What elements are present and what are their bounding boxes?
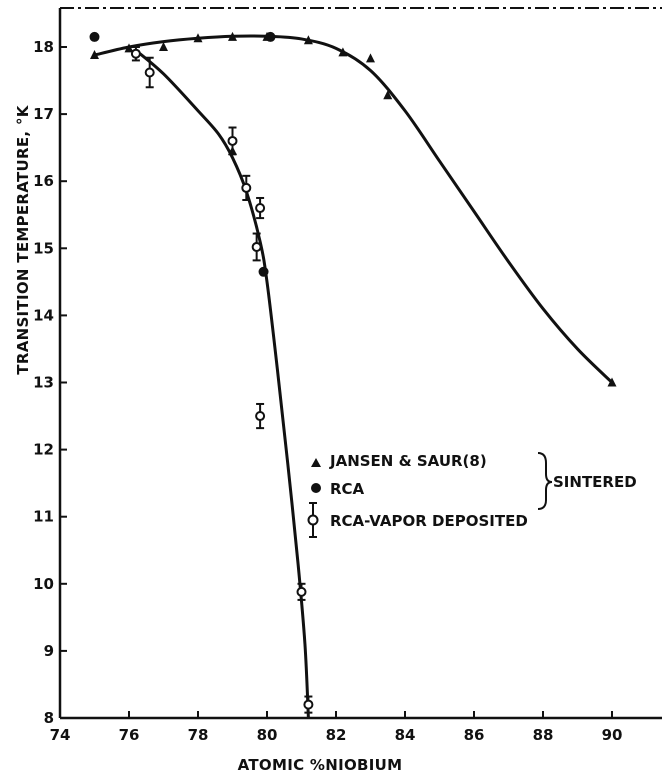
legend-label-jansen-saur: JANSEN & SAUR(8): [329, 452, 487, 470]
legend-group-label: SINTERED: [553, 473, 637, 491]
legend-item-rca: RCA: [311, 480, 365, 498]
x-tick-label: 86: [464, 726, 485, 744]
legend-brace: [537, 452, 553, 510]
triangle-point: [303, 35, 313, 45]
triangle-point: [607, 377, 617, 387]
open-circle-point: [251, 241, 262, 252]
open-circle-point: [296, 586, 307, 597]
x-axis-title: ATOMIC %NIOBIUM: [238, 756, 403, 774]
legend-triangle-marker: [311, 458, 321, 467]
x-tick-label: 88: [533, 726, 554, 744]
y-tick-label: 16: [33, 172, 54, 190]
triangle-point: [90, 50, 99, 60]
x-tick-label: 90: [602, 726, 623, 744]
y-tick-label: 14: [33, 306, 54, 324]
fit-curves: [94, 34, 614, 719]
x-tick-label: 80: [257, 726, 278, 744]
jansen-saur-fit-curve: [94, 34, 614, 384]
filled-circle-point: [89, 31, 100, 42]
triangle-point: [366, 53, 375, 63]
y-tick-label: 15: [33, 239, 54, 257]
y-tick-label: 13: [33, 374, 54, 392]
triangle-point: [193, 33, 203, 43]
y-tick-label: 9: [44, 642, 54, 660]
y-axis: 8 9 10 11 12 13 14 15 16 17 18: [33, 38, 67, 727]
triangle-point: [228, 31, 237, 41]
triangle-point: [124, 43, 134, 53]
legend-item-jansen-saur: JANSEN & SAUR(8): [311, 452, 487, 470]
y-tick-label: 12: [33, 441, 54, 459]
x-axis: 74 76 78 80 82 84 86 88 90: [50, 711, 623, 744]
open-circle-point: [241, 182, 252, 193]
filled-circle-point: [258, 266, 269, 277]
x-tick-label: 76: [119, 726, 140, 744]
filled-circle-point: [265, 31, 276, 42]
x-tick-label: 82: [326, 726, 347, 744]
y-tick-label: 11: [33, 508, 54, 526]
legend-label-rca-vapor: RCA-VAPOR DEPOSITED: [330, 512, 528, 530]
legend-open-circle-marker: [307, 514, 319, 526]
x-tick-label: 84: [395, 726, 416, 744]
triangle-point: [159, 42, 168, 51]
legend-label-rca: RCA: [330, 480, 365, 498]
triangle-point: [338, 47, 348, 57]
legend-filled-circle-marker: [311, 483, 321, 493]
data-points: [89, 31, 617, 714]
y-tick-label: 10: [33, 575, 54, 593]
open-circle-point: [227, 135, 238, 146]
open-circle-point: [255, 203, 266, 214]
open-circle-point: [303, 699, 314, 710]
legend-item-rca-vapor: RCA-VAPOR DEPOSITED: [307, 502, 528, 538]
y-tick-label: 8: [44, 709, 54, 727]
y-tick-label: 18: [33, 38, 54, 56]
legend: JANSEN & SAUR(8) RCA RCA-VAPOR DEPOSITED…: [307, 452, 637, 538]
vapor-deposited-fit-curve: [134, 49, 310, 719]
x-tick-label: 78: [188, 726, 209, 744]
open-circle-point: [255, 411, 266, 422]
plot-frame: [58, 7, 662, 720]
x-tick-label: 74: [50, 726, 71, 744]
triangle-point: [383, 90, 393, 100]
y-axis-title: TRANSITION TEMPERATURE, °K: [14, 104, 32, 374]
open-circle-point: [144, 67, 155, 78]
open-circle-point: [130, 48, 141, 59]
y-tick-label: 17: [33, 105, 54, 123]
